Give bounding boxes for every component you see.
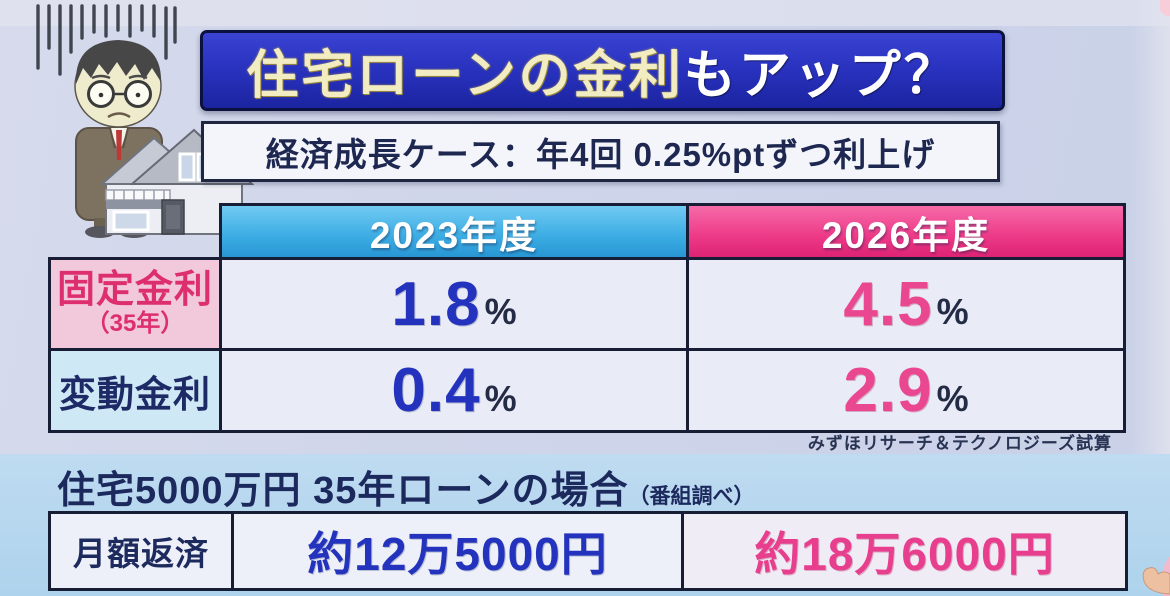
- loan-case-panel: 住宅5000万円 35年ローンの場合（番組調べ） 月額返済 約12万5000円 …: [0, 454, 1170, 596]
- percent-sign: %: [484, 291, 517, 332]
- fixed-rate-2026-value: 4.5 %: [686, 257, 1126, 351]
- page-title: 住宅ローンの金利 もアップ？: [200, 30, 1005, 111]
- percent-sign: %: [936, 291, 969, 332]
- data-source-credit: みずほリサーチ＆テクノロジーズ試算: [807, 434, 1112, 453]
- title-emphasis: 住宅ローンの金利: [246, 47, 684, 105]
- fixed-rate-term: （35年）: [85, 310, 185, 338]
- scenario-caption-text: 経済成長ケース：年4回 0.25%ptずつ利上げ: [265, 135, 936, 173]
- loan-case-heading-text: 住宅5000万円 35年ローンの場合: [57, 470, 629, 512]
- row-label-variable-rate: 変動金利: [48, 348, 222, 433]
- monthly-repayment-table: 月額返済 約12万5000円 約18万6000円: [48, 511, 1128, 591]
- column-header-2023: 2023年度: [219, 203, 689, 260]
- monthly-repayment-2026: 約18万6000円: [681, 511, 1128, 591]
- pointing-hand: [1142, 556, 1170, 596]
- fixed-rate-2023-value: 1.8 %: [219, 257, 689, 351]
- loan-case-heading: 住宅5000万円 35年ローンの場合（番組調べ）: [57, 459, 754, 514]
- screen-glare: [0, 0, 1170, 26]
- gloom-lines-icon: [36, 4, 177, 76]
- title-rest: もアップ？: [683, 47, 959, 105]
- percent-sign: %: [484, 377, 517, 419]
- loan-case-heading-note: （番組調べ）: [628, 485, 755, 508]
- scenario-caption: 経済成長ケース：年4回 0.25%ptずつ利上げ: [201, 121, 1000, 182]
- variable-rate-2026-value: 2.9 %: [686, 348, 1126, 433]
- fixed-rate-label: 固定金利: [56, 269, 213, 312]
- monthly-repayment-label: 月額返済: [48, 511, 234, 591]
- column-header-2026: 2026年度: [686, 203, 1126, 260]
- percent-sign: %: [936, 377, 969, 419]
- variable-rate-2023-value: 0.4 %: [219, 348, 689, 433]
- monthly-repayment-2023: 約12万5000円: [231, 511, 684, 591]
- edge-artifact: [1160, 0, 1170, 16]
- row-label-fixed-rate: 固定金利 （35年）: [48, 257, 222, 351]
- interest-rate-table: 2023年度 2026年度 固定金利 （35年） 1.8 % 4.5 % 変動金…: [48, 203, 1126, 433]
